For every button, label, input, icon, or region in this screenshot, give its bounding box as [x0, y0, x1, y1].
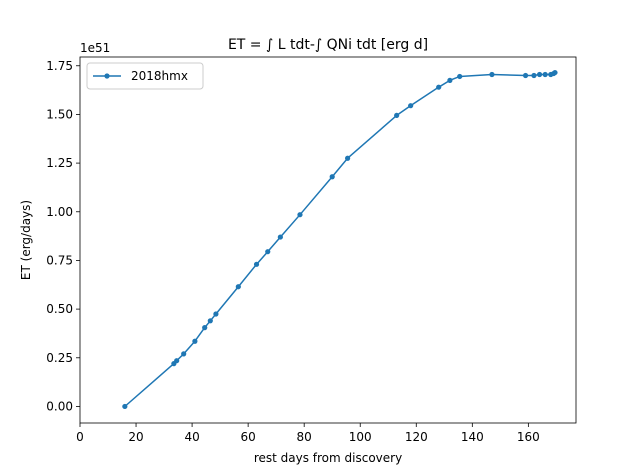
y-tick-label: 0.00: [46, 399, 73, 413]
data-point: [536, 71, 543, 78]
x-tick-label: 120: [405, 430, 428, 444]
data-point: [202, 325, 208, 331]
y-tick-label: 1.50: [46, 107, 73, 121]
y-axis: 0.00 0.25 0.50 0.75 1.00 1.25 1.50 1.75: [46, 59, 80, 413]
x-tick-label: 0: [76, 430, 84, 444]
data-point: [207, 318, 213, 324]
x-tick-label: 160: [517, 430, 540, 444]
data-point: [531, 72, 537, 79]
data-point: [213, 311, 219, 317]
data-point: [408, 103, 414, 109]
series-line-2018hmx: [124, 71, 556, 408]
x-axis-label: rest days from discovery: [254, 451, 402, 465]
data-point: [174, 358, 180, 364]
series-layer: [122, 69, 558, 410]
x-tick-label: 20: [128, 430, 143, 444]
legend-box: [86, 62, 204, 90]
x-tick-label: 100: [349, 430, 372, 444]
y-tick-label: 0.50: [46, 302, 73, 316]
x-axis: 0 20 40 60 80 100 120 140 160: [76, 423, 540, 444]
y-offset-label: 1e51: [80, 41, 110, 55]
y-tick-label: 0.25: [46, 351, 73, 365]
data-point: [542, 71, 548, 78]
y-axis-label: ET (erg/days): [19, 200, 33, 280]
data-point: [235, 284, 241, 290]
data-point: [552, 69, 558, 76]
x-tick-label: 60: [240, 430, 255, 444]
x-tick-label: 140: [461, 430, 484, 444]
data-point: [192, 338, 198, 344]
data-point: [394, 112, 400, 119]
data-point: [436, 84, 442, 90]
y-tick-label: 1.25: [46, 156, 73, 170]
x-tick-label: 40: [184, 430, 199, 444]
data-point: [447, 77, 453, 83]
data-point: [522, 72, 529, 79]
data-point: [457, 73, 463, 80]
data-point: [181, 351, 187, 357]
data-point: [297, 212, 303, 218]
data-point: [489, 71, 495, 78]
y-tick-label: 0.75: [46, 253, 73, 267]
y-tick-label: 1.00: [46, 205, 73, 219]
chart-title: ET = ∫ L tdt-∫ QNi tdt [erg d]: [228, 37, 428, 53]
data-point: [277, 234, 283, 240]
data-point: [345, 155, 351, 161]
data-point: [122, 403, 128, 410]
x-tick-label: 80: [297, 430, 312, 444]
data-point: [253, 261, 260, 267]
legend-entry-2018hmx: 2018hmx: [131, 69, 188, 83]
data-point: [265, 249, 271, 255]
legend: 2018hmx: [86, 62, 204, 90]
data-point: [329, 174, 335, 180]
legend-marker: [104, 73, 110, 79]
axes-frame: [79, 56, 577, 424]
y-tick-label: 1.75: [46, 59, 73, 73]
